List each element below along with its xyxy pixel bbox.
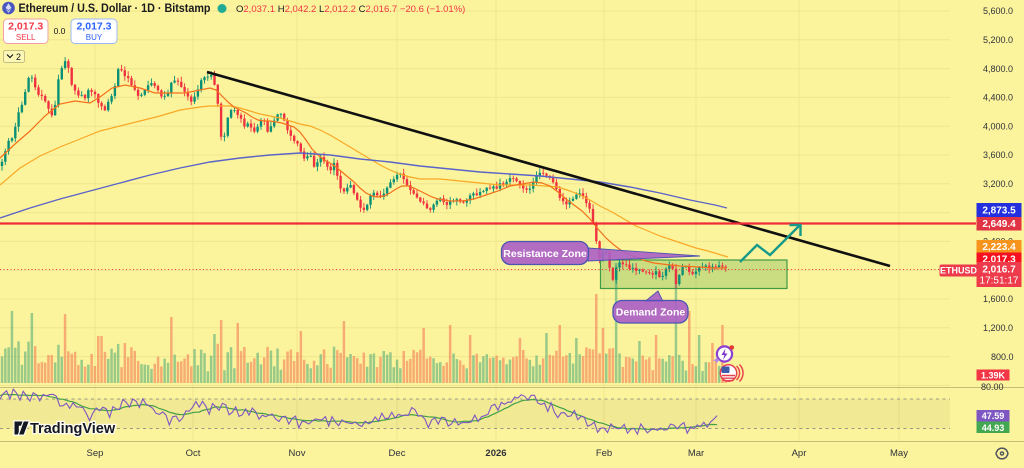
svg-text:2,223.4: 2,223.4 <box>982 242 1016 253</box>
svg-text:0.0: 0.0 <box>54 26 66 36</box>
svg-text:ETHUSD: ETHUSD <box>940 266 978 276</box>
svg-text:Apr: Apr <box>792 448 807 459</box>
svg-text:2,017.3: 2,017.3 <box>8 21 43 33</box>
svg-text:2026: 2026 <box>485 448 506 459</box>
svg-text:44.93: 44.93 <box>982 423 1005 433</box>
svg-text:Dec: Dec <box>389 448 406 459</box>
svg-text:3,600.0: 3,600.0 <box>983 150 1013 160</box>
svg-text:1,200.0: 1,200.0 <box>983 323 1013 333</box>
svg-text:Mar: Mar <box>688 448 704 459</box>
svg-text:TradingView: TradingView <box>30 421 116 437</box>
svg-text:47.59: 47.59 <box>982 411 1005 421</box>
svg-text:Ethereum / U.S. Dollar · 1D ·: Ethereum / U.S. Dollar · 1D · Bitstamp <box>19 3 211 15</box>
svg-text:2,016.7: 2,016.7 <box>982 265 1016 276</box>
svg-text:4,400.0: 4,400.0 <box>983 93 1013 103</box>
svg-text:3,200.0: 3,200.0 <box>983 179 1013 189</box>
svg-text:BUY: BUY <box>86 33 103 42</box>
svg-text:80.00: 80.00 <box>981 382 1004 392</box>
svg-text:800.0: 800.0 <box>991 352 1014 362</box>
svg-text:2,649.4: 2,649.4 <box>982 219 1016 230</box>
svg-text:SELL: SELL <box>16 33 36 42</box>
svg-text:2,873.5: 2,873.5 <box>982 206 1016 217</box>
svg-text:2: 2 <box>16 52 21 62</box>
svg-text:O2,037.1 H2,042.2 L2,012.2 C2,: O2,037.1 H2,042.2 L2,012.2 C2,016.7 −20.… <box>236 4 465 15</box>
svg-text:2,017.3: 2,017.3 <box>76 21 111 33</box>
svg-text:17:51:17: 17:51:17 <box>980 276 1019 287</box>
svg-text:2,017.3: 2,017.3 <box>982 255 1016 266</box>
svg-text:Feb: Feb <box>596 448 612 459</box>
svg-text:May: May <box>890 448 908 459</box>
svg-text:1,600.0: 1,600.0 <box>983 294 1013 304</box>
svg-text:Sep: Sep <box>87 448 104 459</box>
svg-text:Demand Zone: Demand Zone <box>616 307 686 319</box>
svg-text:Oct: Oct <box>186 448 201 459</box>
svg-text:4,800.0: 4,800.0 <box>983 64 1013 74</box>
svg-text:5,600.0: 5,600.0 <box>983 6 1013 16</box>
svg-text:1.39K: 1.39K <box>981 371 1006 381</box>
svg-text:5,200.0: 5,200.0 <box>983 35 1013 45</box>
svg-text:Nov: Nov <box>289 448 306 459</box>
svg-text:4,000.0: 4,000.0 <box>983 121 1013 131</box>
svg-text:Resistance Zone: Resistance Zone <box>503 248 587 260</box>
